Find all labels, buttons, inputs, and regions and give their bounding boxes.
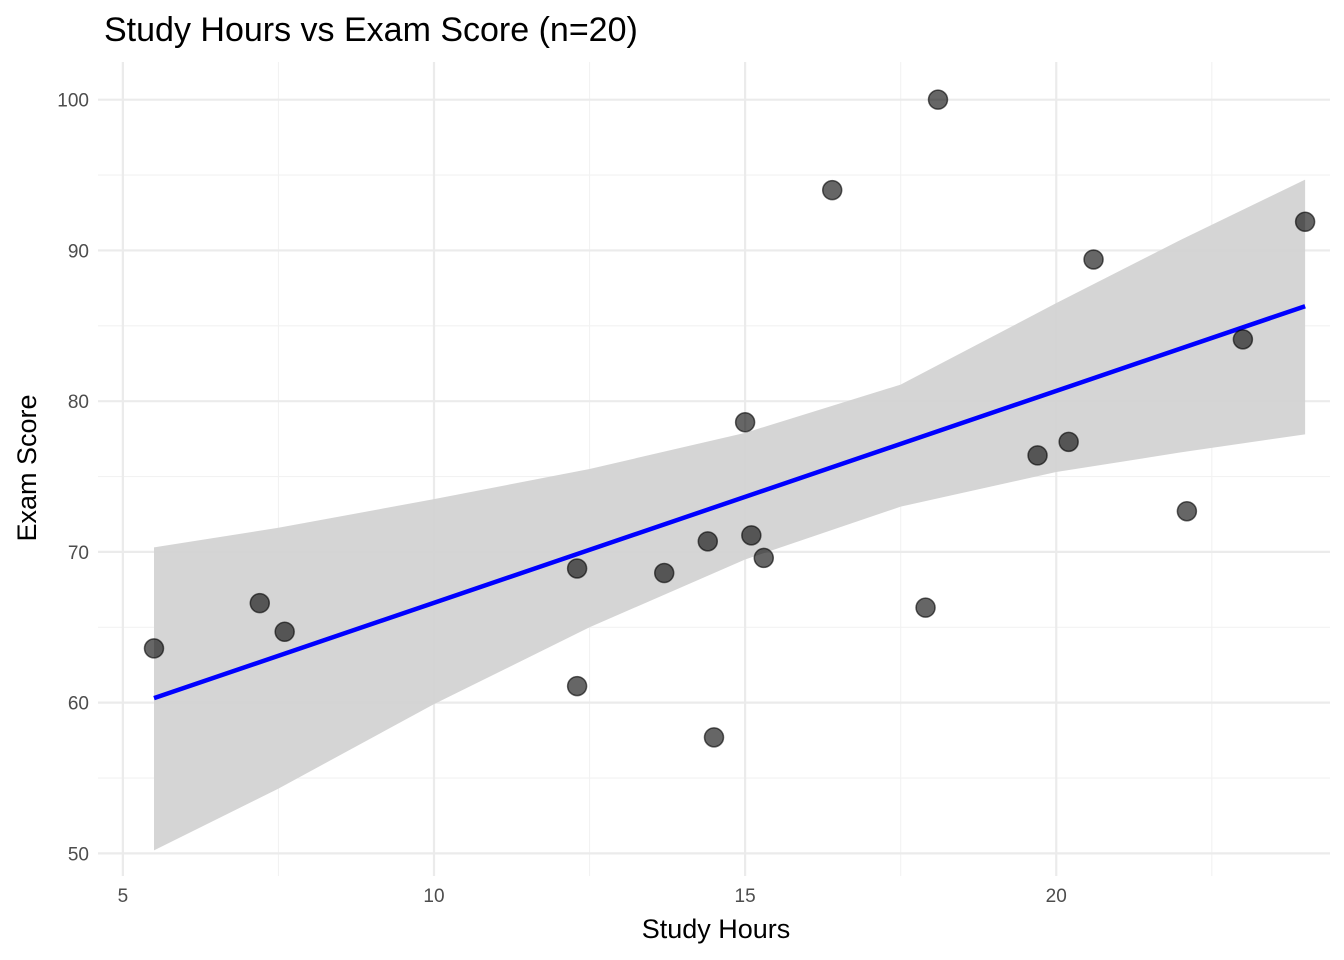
- confidence-band-layer: [154, 179, 1306, 851]
- data-point: [734, 412, 756, 433]
- data-point: [741, 525, 762, 546]
- x-tick-label: 15: [735, 886, 756, 907]
- data-point: [915, 597, 936, 618]
- data-point: [143, 638, 165, 659]
- data-point: [1083, 249, 1104, 270]
- x-tick-label: 20: [1046, 886, 1067, 907]
- data-point: [653, 562, 675, 584]
- data-point: [703, 727, 725, 748]
- y-axis-title: Exam Score: [12, 394, 42, 541]
- data-point: [1232, 329, 1254, 350]
- x-tick-label: 10: [423, 886, 444, 907]
- data-point: [1058, 431, 1079, 453]
- y-tick-label: 100: [57, 91, 89, 112]
- x-axis-title: Study Hours: [642, 914, 791, 944]
- data-point: [753, 547, 775, 569]
- data-point: [821, 179, 843, 201]
- data-point: [1294, 211, 1316, 233]
- x-tick-labels: 5 10 15 20: [118, 886, 1067, 907]
- x-tick-label: 5: [118, 886, 129, 907]
- data-point: [566, 675, 588, 697]
- y-tick-label: 50: [68, 844, 89, 865]
- y-tick-labels: 50 60 70 80 90 100: [57, 91, 89, 866]
- y-tick-label: 60: [68, 694, 89, 715]
- data-point: [927, 89, 949, 110]
- chart-title: Study Hours vs Exam Score (n=20): [104, 11, 638, 49]
- y-tick-label: 70: [68, 543, 89, 564]
- data-point: [697, 531, 719, 552]
- y-tick-label: 90: [68, 241, 89, 262]
- data-point: [1027, 445, 1048, 466]
- data-point: [1176, 500, 1198, 522]
- y-tick-label: 80: [68, 392, 89, 413]
- fit-line-layer: [153, 304, 1306, 701]
- regression-line: [153, 304, 1306, 701]
- confidence-band: [154, 179, 1306, 851]
- data-point: [249, 592, 271, 614]
- data-point: [566, 558, 588, 579]
- points-layer: [143, 89, 1316, 748]
- data-point: [274, 621, 295, 643]
